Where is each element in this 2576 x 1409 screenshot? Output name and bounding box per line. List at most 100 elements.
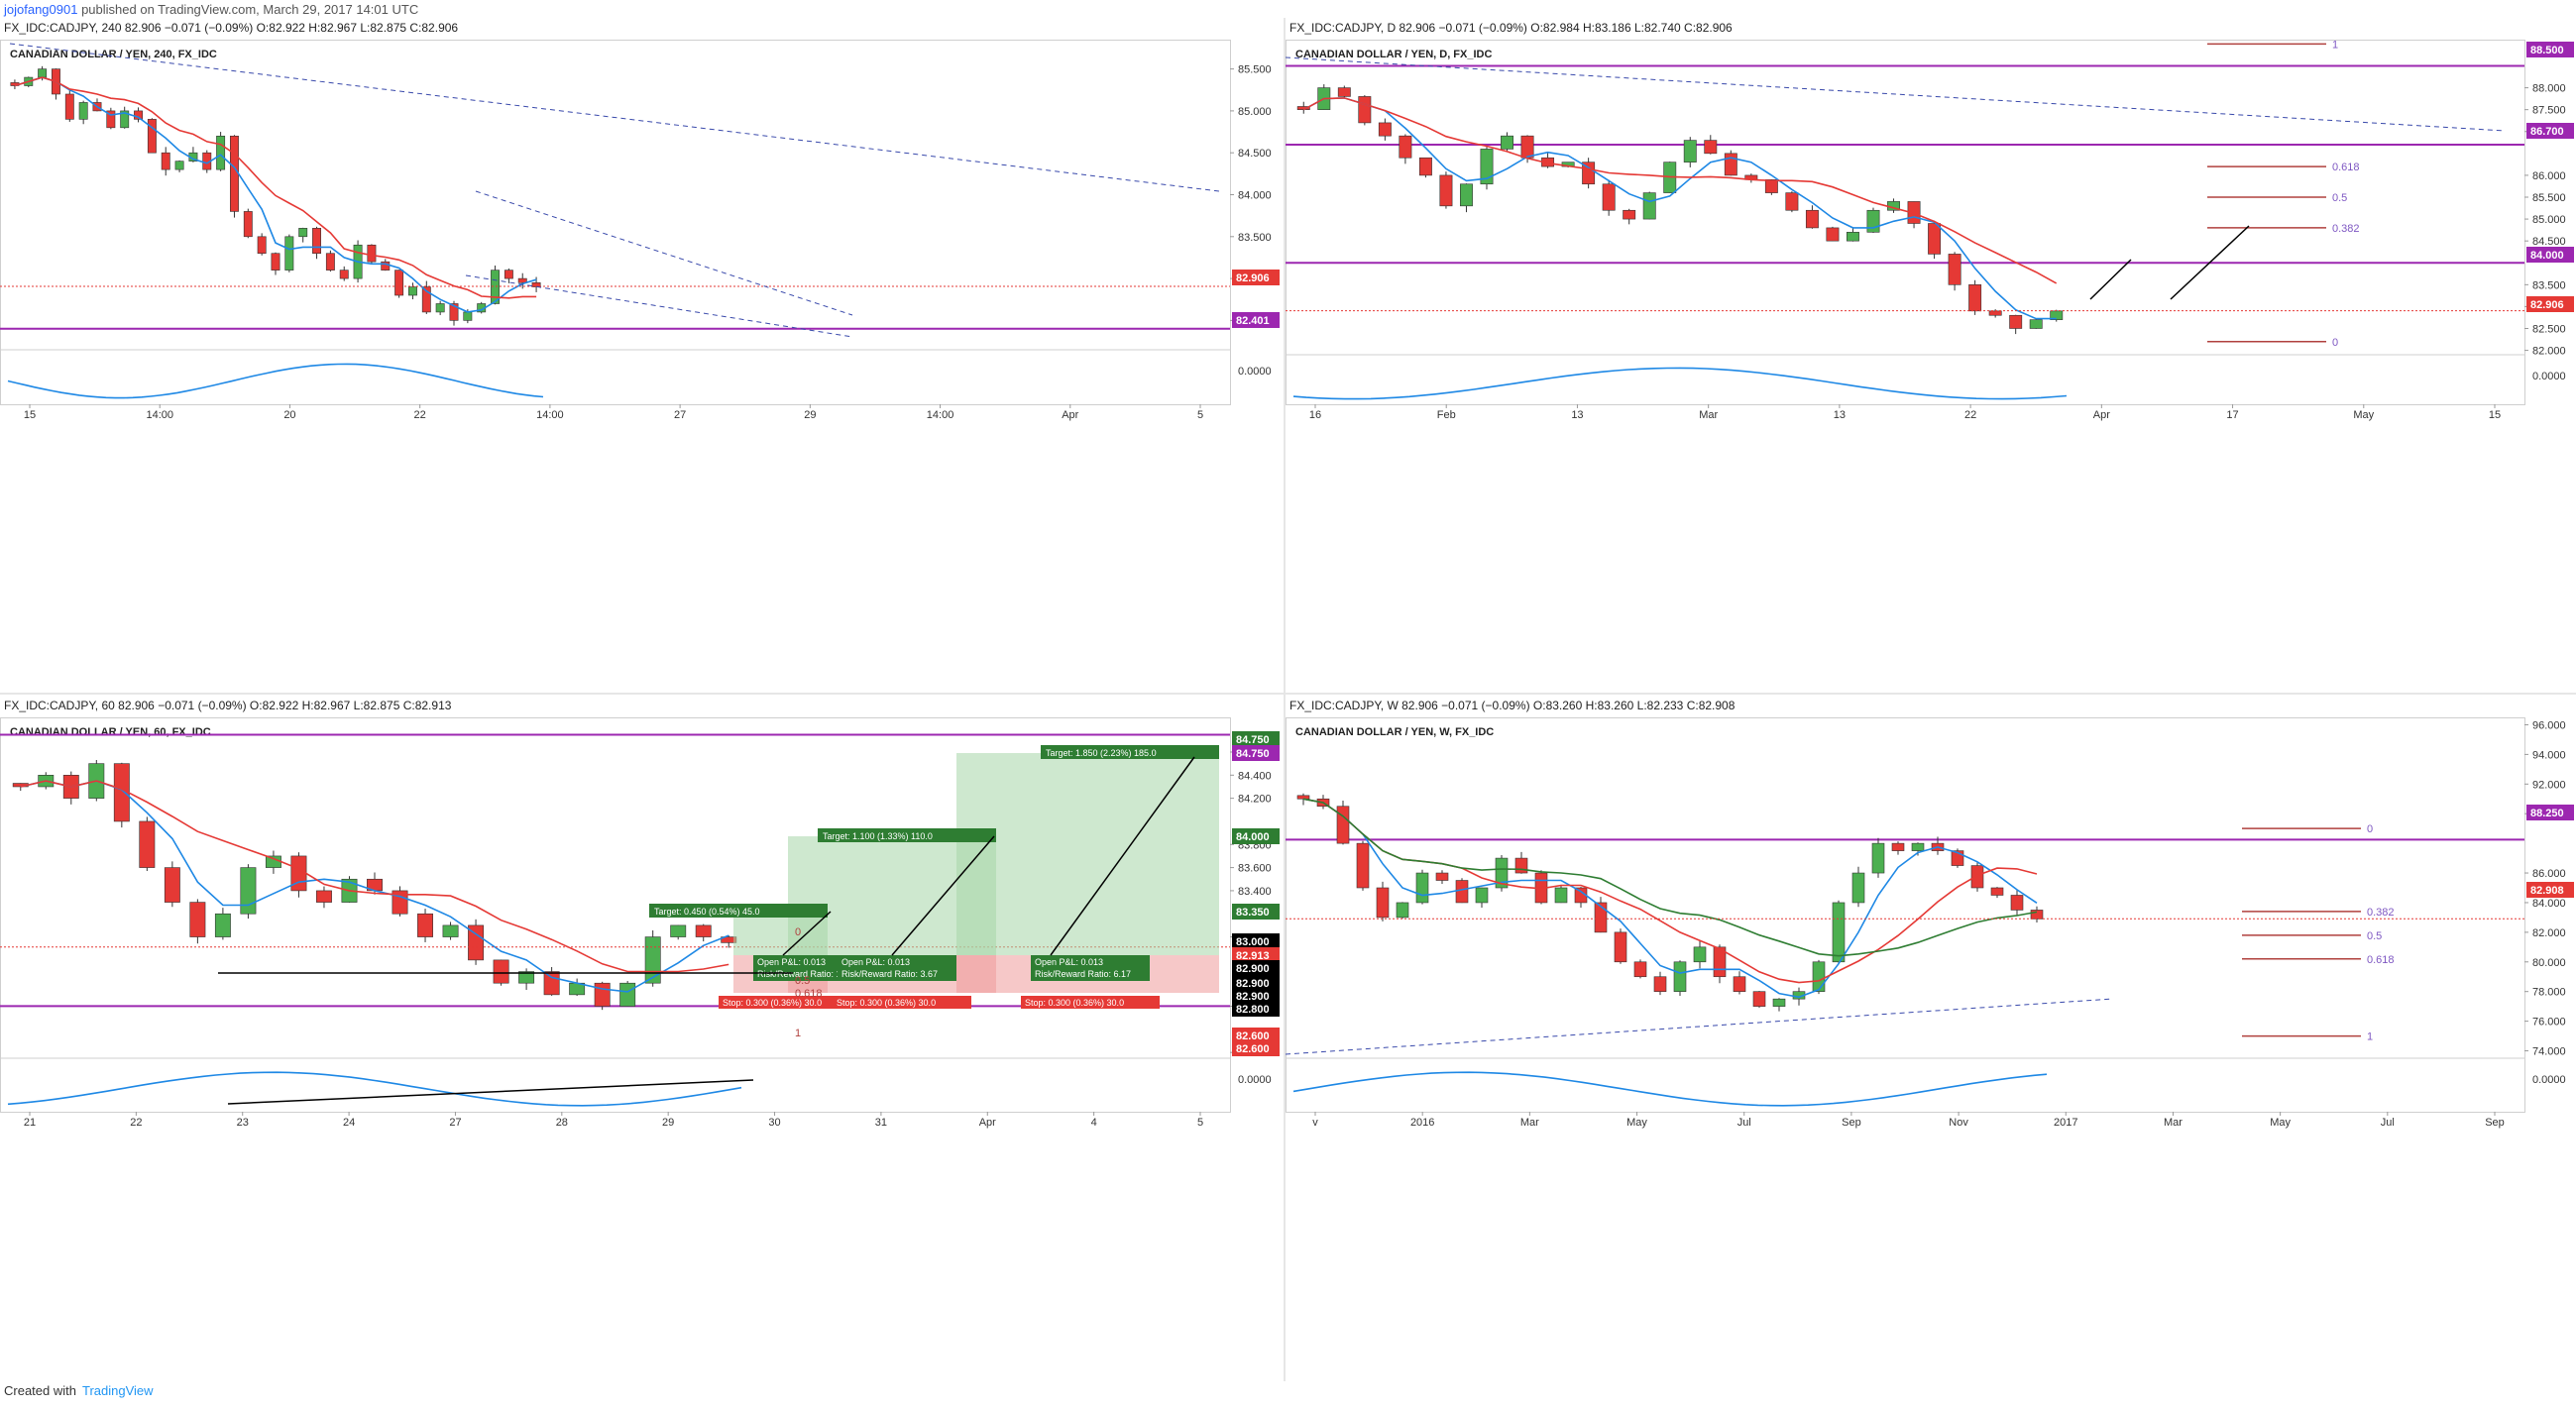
chart-panel-weekly[interactable]: FX_IDC:CADJPY, W 82.906 −0.071 (−0.09%) … [1286, 696, 2576, 1381]
price-axis-label: 83.500 [1238, 232, 1272, 244]
price-axis-label: 85.000 [1238, 106, 1272, 118]
fib-level-label: 0.618 [2367, 954, 2395, 966]
fib-level-label: 0.5 [2367, 930, 2382, 942]
price-axis-label: 84.000 [1238, 190, 1272, 202]
candle [1764, 179, 1778, 193]
candle [1683, 140, 1697, 163]
price-tag-bg [1232, 947, 1280, 963]
time-axis-label: Nov [1949, 1117, 1968, 1129]
author-link[interactable]: jojofang0901 [4, 2, 78, 17]
price-axis-label: 85.500 [2532, 192, 2566, 204]
time-axis-label: 13 [1834, 409, 1846, 421]
time-axis-label: 13 [1571, 409, 1583, 421]
moving-average-slow [1302, 97, 2058, 284]
oscillator-line [1292, 367, 2068, 400]
price-tag-bg [1232, 988, 1280, 1004]
price-axis-label: 83.400 [1238, 886, 1272, 898]
time-axis-label: Mar [1699, 409, 1718, 421]
candle [2029, 319, 2043, 329]
chart-svg-h1[interactable]: FX_IDC:CADJPY, 60 82.906 −0.071 (−0.09%)… [0, 696, 1282, 1381]
moving-average-fast [1302, 798, 2038, 999]
symbol-ohlc-line: FX_IDC:CADJPY, D 82.906 −0.071 (−0.09%) … [1289, 21, 1733, 35]
candle [1772, 998, 1786, 1007]
candle [463, 311, 473, 321]
price-tag-bg [2526, 42, 2574, 57]
osc-axis-label: 0.0000 [1238, 1074, 1272, 1086]
chart-panel-daily[interactable]: FX_IDC:CADJPY, D 82.906 −0.071 (−0.09%) … [1286, 18, 2576, 692]
candle [1602, 183, 1616, 211]
chart-frame [0, 717, 1231, 1113]
time-axis-label: 24 [343, 1117, 355, 1129]
price-axis-label: 87.500 [2532, 105, 2566, 117]
price-tag-bg [1232, 904, 1280, 920]
time-axis-label: Apr [2093, 409, 2110, 421]
oscillator-line [1292, 1071, 2048, 1107]
price-tag: 84.000 [2530, 250, 2564, 262]
target-label: Target: 1.850 (2.23%) 185.0 [1046, 748, 1157, 758]
price-tag-bg [2526, 805, 2574, 820]
vertical-divider [1284, 18, 1286, 1381]
candle [1415, 872, 1429, 904]
price-tag-bg [2526, 882, 2574, 898]
price-tag-bg [2526, 123, 2574, 139]
chart-svg-weekly[interactable]: FX_IDC:CADJPY, W 82.906 −0.071 (−0.09%) … [1286, 696, 2576, 1381]
price-tag: 82.906 [1236, 272, 1270, 284]
symbol-ohlc-line: FX_IDC:CADJPY, 240 82.906 −0.071 (−0.09%… [4, 21, 458, 35]
price-tag: 84.750 [1236, 748, 1270, 760]
price-axis-label: 94.000 [2532, 749, 2566, 761]
projection-arrow [1050, 756, 1195, 956]
price-tag-bg [1232, 960, 1280, 976]
candle [1812, 961, 1826, 992]
price-tag: 86.700 [2530, 126, 2564, 138]
pnl-label: Open P&L: 0.013 [841, 957, 910, 967]
tradingview-logo[interactable]: TradingView [81, 1383, 154, 1398]
candle [2030, 910, 2044, 920]
price-axis-label: 82.000 [2532, 927, 2566, 939]
fib-level-label: 1 [2367, 1031, 2373, 1043]
price-tag-bg [1232, 745, 1280, 761]
candle [2010, 895, 2024, 911]
price-tag: 82.600 [1236, 1030, 1270, 1042]
candle [670, 924, 687, 937]
candle [1554, 887, 1568, 904]
chart-svg-daily[interactable]: FX_IDC:CADJPY, D 82.906 −0.071 (−0.09%) … [1286, 18, 2576, 692]
stop-label-bg [833, 996, 971, 1009]
chart-panel-h1[interactable]: FX_IDC:CADJPY, 60 82.906 −0.071 (−0.09%)… [0, 696, 1282, 1381]
moving-average-long [1302, 798, 2038, 957]
price-tag: 88.500 [2530, 45, 2564, 56]
projection-arrow [782, 911, 832, 956]
candle [147, 119, 157, 154]
candle [1673, 961, 1687, 992]
candle [1826, 227, 1840, 242]
time-axis-label: Mar [2164, 1117, 2183, 1129]
time-axis-label: 2016 [1410, 1117, 1434, 1129]
candle [64, 93, 74, 120]
candle [468, 924, 485, 961]
candle [1928, 223, 1942, 255]
time-axis-label: 14:00 [146, 409, 173, 421]
candle [1439, 174, 1453, 207]
time-axis-label: 20 [283, 409, 295, 421]
pnl-label: Open P&L: 0.013 [757, 957, 826, 967]
chart-panel-h4[interactable]: FX_IDC:CADJPY, 240 82.906 −0.071 (−0.09%… [0, 18, 1282, 692]
candle [367, 244, 377, 263]
price-axis-label: 85.000 [2532, 214, 2566, 226]
price-tag-bg [2526, 296, 2574, 312]
osc-axis-label: 0.0000 [2532, 371, 2566, 382]
candle [1358, 96, 1372, 124]
candle [284, 236, 294, 271]
divergence-line [227, 1079, 754, 1105]
pnl-label-bg [1031, 955, 1150, 981]
chart-title: CANADIAN DOLLAR / YEN, 60, FX_IDC [10, 726, 211, 738]
target-label: Target: 0.450 (0.54%) 45.0 [654, 907, 760, 917]
risk-reward-label: Risk/Reward Ratio: 1.5 [757, 969, 848, 979]
candle [1733, 976, 1746, 992]
candle [1724, 153, 1737, 176]
target-label-bg [649, 904, 828, 918]
candle [1356, 842, 1370, 889]
horizontal-divider [0, 693, 2576, 695]
chart-svg-h4[interactable]: FX_IDC:CADJPY, 240 82.906 −0.071 (−0.09%… [0, 18, 1282, 692]
time-axis-label: 14:00 [927, 409, 954, 421]
price-tag: 82.900 [1236, 963, 1270, 975]
publish-info: published on TradingView.com, March 29, … [77, 2, 419, 17]
